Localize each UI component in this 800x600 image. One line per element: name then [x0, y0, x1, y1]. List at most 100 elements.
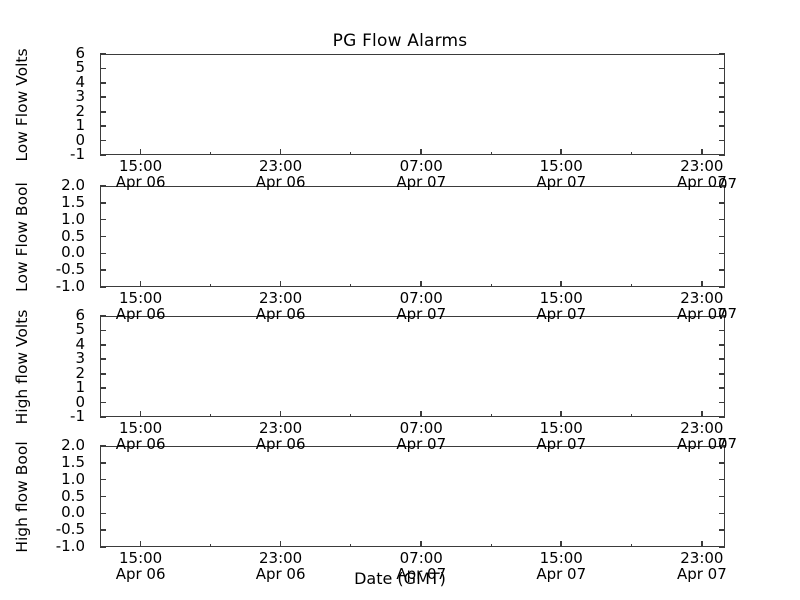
x-minor-tick [490, 284, 492, 287]
y-tick-label: 0 [75, 130, 85, 149]
y-tick-mark-right [719, 416, 725, 418]
x-axis-label: Date (GMT) [354, 569, 446, 588]
y-tick-mark-right [719, 218, 725, 221]
y-tick-mark-right [719, 315, 725, 317]
x-tick-label: 23:00 Apr 07 [647, 290, 757, 323]
y-tick-mark-right [719, 329, 725, 332]
y-tick-label: 5 [75, 58, 85, 77]
axes-frame [100, 446, 725, 547]
y-tick-mark-right [719, 110, 725, 113]
x-tick-label: 23:00 Apr 06 [226, 420, 336, 453]
y-tick-mark [100, 139, 106, 142]
x-tick-date: Apr 06 [255, 304, 306, 323]
x-minor-tick [349, 152, 352, 155]
y-tick-mark-right [719, 67, 725, 70]
y-tick-mark [100, 202, 106, 204]
x-tick-date: Apr 07 [536, 564, 587, 583]
y-tick-mark [100, 235, 106, 238]
x-tick-date: Apr 07 [536, 304, 587, 323]
x-tick-time: 15:00 [539, 419, 583, 437]
x-tick-date: Apr 07 [536, 172, 587, 191]
panel-low-flow-volts [100, 54, 725, 155]
clipped-date-label: 07 [718, 437, 738, 448]
x-tick-mark [139, 149, 142, 155]
y-tick-mark [100, 82, 106, 84]
y-tick-mark-right [719, 185, 725, 187]
y-tick-mark [100, 154, 106, 156]
x-tick-label: 15:00 Apr 07 [506, 290, 616, 323]
y-tick-mark-right [719, 387, 725, 389]
x-tick-date: Apr 07 [396, 172, 447, 191]
y-tick-mark [100, 495, 106, 498]
y-tick-mark [100, 125, 106, 127]
x-tick-date: Apr 06 [115, 434, 166, 453]
x-tick-mark [560, 149, 563, 155]
x-tick-mark [420, 281, 423, 287]
x-tick-time: 15:00 [119, 289, 163, 307]
x-tick-time: 15:00 [539, 549, 583, 567]
x-tick-label: 07:00 Apr 07 [366, 550, 476, 583]
x-tick-time: 23:00 [259, 157, 303, 175]
y-tick-label: -0.5 [55, 520, 85, 539]
x-tick-label: 07:00 Apr 07 [366, 289, 476, 323]
y-tick-label: 0.5 [61, 226, 85, 245]
y-tick-mark-right [719, 53, 725, 55]
x-tick-mark [701, 541, 703, 547]
y-tick-mark-right [719, 546, 725, 548]
x-tick-mark [279, 149, 282, 155]
x-tick-date: Apr 07 [396, 304, 447, 323]
x-tick-time: 07:00 [399, 289, 443, 307]
y-tick-mark [100, 529, 106, 531]
y-tick-label: 5 [75, 320, 85, 339]
x-tick-mark [279, 281, 282, 287]
y-tick-mark-right [719, 202, 725, 204]
x-minor-tick [630, 152, 632, 155]
x-tick-mark [279, 411, 282, 417]
y-tick-mark [100, 315, 106, 317]
y-tick-label: -0.5 [55, 260, 85, 279]
y-tick-mark [100, 96, 106, 99]
x-tick-label: 15:00 Apr 06 [86, 549, 196, 583]
x-tick-label: 07:00 Apr 07 [366, 158, 476, 191]
y-tick-label: 3 [75, 349, 85, 368]
y-tick-mark [100, 218, 106, 221]
x-tick-date: Apr 07 [396, 434, 447, 453]
y-tick-mark [100, 286, 106, 288]
x-minor-tick [490, 414, 492, 417]
x-tick-time: 23:00 [259, 289, 303, 307]
x-tick-label: 23:00 Apr 06 [226, 157, 336, 191]
y-tick-mark-right [719, 154, 725, 156]
panel-high-flow-bool [100, 446, 725, 547]
x-tick-time: 15:00 [119, 549, 163, 567]
y-tick-mark-right [719, 478, 725, 481]
y-tick-mark-right [719, 358, 725, 361]
y-tick-mark [100, 252, 106, 255]
y-tick-mark-right [719, 286, 725, 288]
x-tick-time: 23:00 [680, 549, 724, 567]
y-tick-mark [100, 546, 106, 548]
x-minor-tick [630, 544, 632, 547]
y-axis-label-low-flow-bool: Low Flow Bool [13, 181, 31, 292]
x-tick-label: 15:00 Apr 07 [506, 549, 616, 583]
x-tick-mark [420, 541, 423, 547]
x-tick-time: 23:00 [680, 157, 724, 175]
x-minor-tick [349, 284, 352, 287]
x-tick-label: 15:00 Apr 06 [86, 420, 196, 453]
x-minor-tick [209, 284, 212, 287]
y-tick-label: 1 [75, 378, 85, 397]
x-minor-tick [209, 152, 212, 155]
x-tick-mark [139, 281, 142, 287]
y-tick-mark-right [719, 139, 725, 142]
x-tick-date: Apr 06 [115, 564, 166, 583]
y-tick-label: 0.5 [61, 486, 85, 505]
y-tick-mark-right [719, 235, 725, 238]
x-tick-date: Apr 07 [676, 304, 727, 323]
x-tick-mark [139, 541, 142, 547]
x-tick-mark [701, 149, 703, 155]
x-minor-tick [209, 414, 212, 417]
y-tick-mark [100, 344, 106, 346]
x-tick-date: Apr 06 [255, 564, 306, 583]
x-tick-date: Apr 06 [115, 172, 166, 191]
x-minor-tick [209, 544, 212, 547]
y-tick-mark [100, 67, 106, 70]
